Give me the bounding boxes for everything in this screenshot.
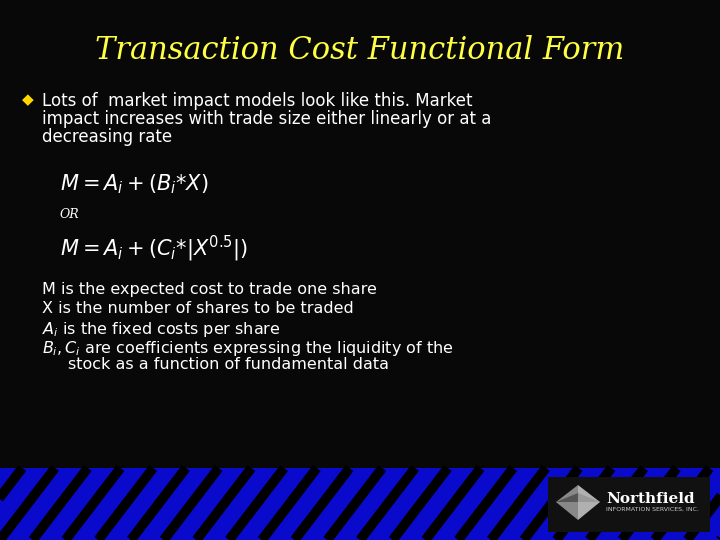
Text: INFORMATION SERVICES, INC.: INFORMATION SERVICES, INC. xyxy=(606,507,699,512)
Text: $A_i$ is the fixed costs per share: $A_i$ is the fixed costs per share xyxy=(42,320,281,339)
Text: $\mathit{M} = \mathit{A}_{i} + (\mathit{B}_{i}$*$\mathit{X})$: $\mathit{M} = \mathit{A}_{i} + (\mathit{… xyxy=(60,172,208,195)
Polygon shape xyxy=(578,493,600,502)
Text: M is the expected cost to trade one share: M is the expected cost to trade one shar… xyxy=(42,282,377,297)
Text: Transaction Cost Functional Form: Transaction Cost Functional Form xyxy=(95,35,625,66)
Bar xyxy=(548,477,710,532)
Text: $\mathit{M} = \mathit{A}_{i} + (\mathit{C}_{i}$*$|\mathit{X}^{0.5}|)$: $\mathit{M} = \mathit{A}_{i} + (\mathit{… xyxy=(60,234,248,264)
Text: stock as a function of fundamental data: stock as a function of fundamental data xyxy=(68,357,389,372)
Text: OR: OR xyxy=(60,208,80,221)
Text: $B_i,C_i$ are coefficients expressing the liquidity of the: $B_i,C_i$ are coefficients expressing th… xyxy=(42,339,454,358)
Text: Northfield: Northfield xyxy=(606,492,695,506)
Bar xyxy=(0,468,720,540)
Polygon shape xyxy=(556,493,578,502)
Polygon shape xyxy=(578,485,600,520)
Polygon shape xyxy=(556,485,578,520)
Text: Lots of  market impact models look like this. Market: Lots of market impact models look like t… xyxy=(42,92,472,110)
Text: ◆: ◆ xyxy=(22,92,34,107)
Text: decreasing rate: decreasing rate xyxy=(42,128,172,146)
Text: impact increases with trade size either linearly or at a: impact increases with trade size either … xyxy=(42,110,491,128)
Text: X is the number of shares to be traded: X is the number of shares to be traded xyxy=(42,301,354,316)
